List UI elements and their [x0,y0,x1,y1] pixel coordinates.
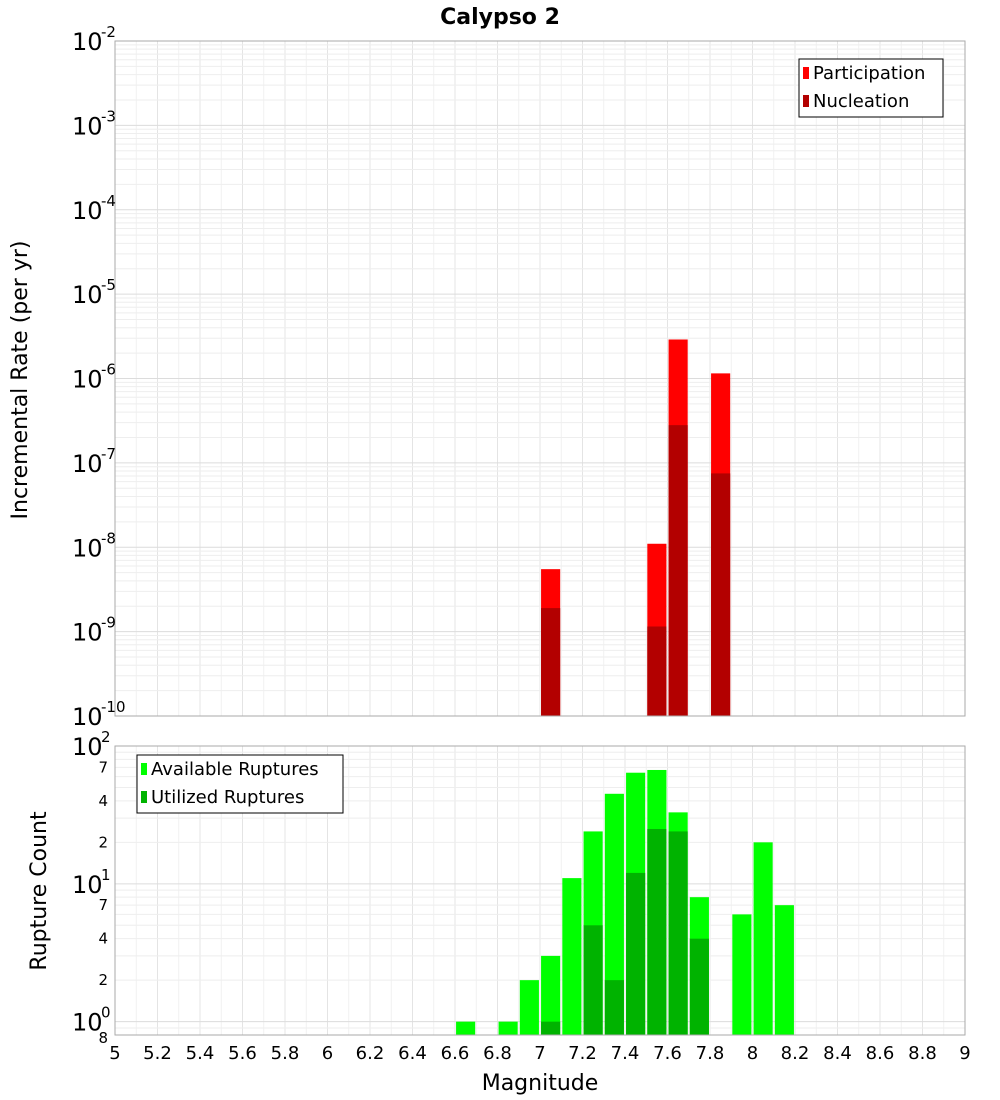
x-tick-label: 5 [109,1043,120,1064]
rate-grid [114,40,966,717]
y-tick-exponent: -4 [101,192,116,210]
count-y-axis-label: Rupture Count [27,811,52,971]
x-tick-label: 8.6 [866,1043,895,1064]
rate-bar-nucleation [647,626,667,716]
y-tick-label: 10 [72,1009,103,1037]
y-minor-tick-label: 4 [98,792,108,810]
count-legend: Available Ruptures Utilized Ruptures [136,754,344,814]
y-minor-tick-label: 8 [98,1029,108,1047]
x-tick-label: 9 [959,1043,970,1064]
y-tick-exponent: -7 [101,445,116,463]
count-bar-utilized-ruptures [626,872,646,1035]
count-bar-available-ruptures [562,878,582,1035]
x-tick-label: 8.4 [823,1043,852,1064]
count-bar-available-ruptures [498,1021,518,1035]
y-minor-tick-label: 2 [98,833,108,851]
rate-legend-label: Participation [813,63,925,84]
count-bar-available-ruptures [732,914,752,1035]
magnitude-axis-label: Magnitude [482,1071,599,1096]
y-tick-label: 10 [72,450,103,478]
x-tick-label: 8.2 [781,1043,810,1064]
rate-legend-swatch [803,95,809,107]
rate-bars [541,339,731,716]
rate-plot-border [114,40,966,717]
count-bar-available-ruptures [541,955,561,1035]
y-minor-tick-label: 7 [98,896,108,914]
y-tick-label: 10 [72,871,103,899]
count-legend-swatch [141,791,147,803]
y-tick-label: 10 [72,534,103,562]
count-bar-utilized-ruptures [583,925,603,1035]
rate-y-axis-label: Incremental Rate (per yr) [8,241,33,520]
x-tick-label: 6.2 [356,1043,385,1064]
x-tick-label: 5.6 [228,1043,257,1064]
y-tick-exponent: -3 [101,107,116,125]
count-bars [456,769,794,1035]
x-tick-label: 5.2 [143,1043,172,1064]
rate-legend-swatch [803,67,809,79]
y-tick-exponent: -8 [101,529,116,547]
y-minor-tick-label: 7 [98,758,108,776]
x-tick-label: 6.8 [483,1043,512,1064]
y-minor-tick-label: 4 [98,930,108,948]
y-tick-exponent: 1 [101,866,111,884]
count-legend-box [136,754,344,814]
count-bar-utilized-ruptures [668,831,688,1035]
count-bar-available-ruptures [519,980,539,1035]
x-tick-label: 5.8 [271,1043,300,1064]
rate-legend-label: Nucleation [813,91,909,112]
x-tick-label: 6 [322,1043,333,1064]
y-tick-exponent: -6 [101,361,116,379]
x-tick-label: 6.4 [398,1043,427,1064]
y-tick-exponent: -9 [101,614,116,632]
y-tick-label: 10 [72,366,103,394]
count-legend-label: Available Ruptures [151,759,319,780]
rate-bar-nucleation [668,425,688,716]
y-tick-exponent: -10 [101,698,126,716]
y-tick-exponent: -2 [101,23,116,41]
x-tick-label: 7.2 [568,1043,597,1064]
x-tick-label: 5.4 [186,1043,215,1064]
chart-title: Calypso 2 [440,5,560,30]
x-tick-label: 8 [747,1043,758,1064]
count-bar-available-ruptures [753,842,773,1035]
y-tick-exponent: 2 [101,728,111,746]
x-tick-label: 7.4 [611,1043,640,1064]
rate-legend-box [798,58,944,118]
y-tick-exponent: -5 [101,276,116,294]
y-tick-label: 10 [72,619,103,647]
rate-legend: Participation Nucleation [798,58,944,118]
count-bar-utilized-ruptures [541,1021,561,1035]
y-tick-label: 10 [72,281,103,309]
count-bar-available-ruptures [456,1021,476,1035]
y-tick-label: 10 [72,112,103,140]
rate-bar-nucleation [541,608,561,716]
x-tick-label: 8.8 [908,1043,937,1064]
count-legend-swatch [141,763,147,775]
y-tick-label: 10 [72,28,103,56]
x-tick-label: 7.8 [696,1043,725,1064]
y-tick-label: 10 [72,733,103,761]
count-bar-available-ruptures [774,905,794,1035]
count-bar-utilized-ruptures [689,938,709,1035]
x-tick-label: 7.6 [653,1043,682,1064]
magnitude-tick-labels: 5 5.2 5.4 5.6 5.8 6 6.2 6.4 6.6 6.8 7 7.2 7.4 7.6 7.8 8… [109,1043,970,1064]
count-plot-border [114,745,966,1036]
y-tick-label: 10 [72,703,103,731]
x-tick-label: 6.6 [441,1043,470,1064]
y-tick-exponent: 0 [101,1004,111,1022]
y-minor-tick-label: 2 [98,971,108,989]
count-bar-available-ruptures [604,793,624,1035]
rate-bar-nucleation [711,473,731,716]
count-legend-label: Utilized Ruptures [151,787,304,808]
y-tick-label: 10 [72,197,103,225]
x-tick-label: 7 [534,1043,545,1064]
count-bar-utilized-ruptures [604,980,624,1035]
count-bar-utilized-ruptures [647,828,667,1035]
